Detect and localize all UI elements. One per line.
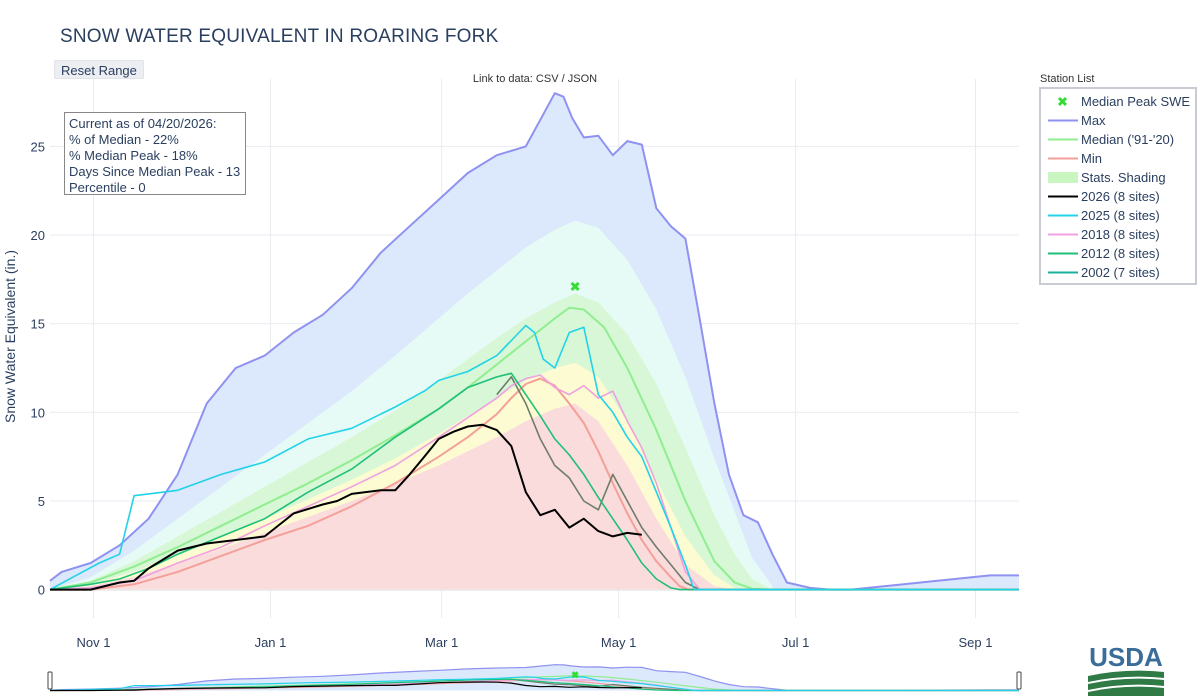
legend-item[interactable]: Stats. Shading <box>1041 168 1195 187</box>
range-slider-right-handle[interactable] <box>1016 671 1022 690</box>
legend-item[interactable]: 2012 (8 sites) <box>1041 244 1195 263</box>
y-tick-label: 25 <box>31 139 45 154</box>
station-list-link[interactable]: Station List <box>1040 73 1095 85</box>
series-line-2026-8-sites <box>50 423 642 591</box>
range-slider-left-handle[interactable] <box>47 671 53 690</box>
marker-stroke <box>570 281 580 292</box>
legend-item[interactable]: 2025 (8 sites) <box>1041 206 1195 225</box>
series-line-2012-8-sites <box>49 372 1019 591</box>
legend-symbol <box>1048 172 1078 183</box>
legend-label: 2018 (8 sites) <box>1081 227 1160 242</box>
link-separator: / <box>561 73 565 85</box>
y-tick-label: 0 <box>38 583 45 598</box>
range-slider-line <box>49 664 1019 692</box>
usda-logo-text: USDA <box>1089 642 1163 672</box>
usda-logo-field-1 <box>1088 670 1164 682</box>
legend-label: Median Peak SWE <box>1081 94 1191 109</box>
median-peak-marker <box>570 281 580 292</box>
legend-symbol <box>1048 157 1078 160</box>
series-line-2002-7-sites <box>496 376 1019 591</box>
x-tick-label: Mar 1 <box>425 635 458 650</box>
series-line-min <box>50 377 1019 591</box>
legend-symbol <box>1048 119 1078 122</box>
marker-stroke <box>571 671 579 679</box>
legend-symbol <box>1048 252 1078 255</box>
series-line-2025-8-sites <box>49 324 1019 591</box>
y-tick-label: 5 <box>38 494 45 509</box>
data-link: Link to data: CSV / JSON <box>0 73 1070 85</box>
legend-label: Max <box>1081 113 1106 128</box>
legend-label: Median ('91-'20) <box>1081 132 1175 147</box>
x-tick-label: Jul 1 <box>782 635 809 650</box>
legend-label: 2012 (8 sites) <box>1081 246 1160 261</box>
series-line-median-91-20 <box>49 306 1019 591</box>
range-slider-line <box>496 678 1019 692</box>
usda-logo-field-2 <box>1088 678 1164 690</box>
data-link-prefix: Link to data: <box>472 73 533 85</box>
status-current-as-of: Current as of 04/20/2026: <box>69 116 217 131</box>
y-axis-title: Snow Water Equivalent (in.) <box>2 250 18 423</box>
y-tick-label: 15 <box>31 317 45 332</box>
legend-item[interactable]: Max <box>1041 111 1195 130</box>
legend-item[interactable]: 2026 (8 sites) <box>1041 187 1195 206</box>
legend-item[interactable]: 2002 (7 sites) <box>1041 263 1195 282</box>
legend-item[interactable]: Min <box>1041 149 1195 168</box>
legend-fill-swatch <box>1048 172 1078 183</box>
y-tick-label: 20 <box>31 228 45 243</box>
status-percent-of-median: % of Median - 22% <box>69 132 179 147</box>
range-slider-peak-marker <box>571 671 579 679</box>
range-slider-line <box>50 681 642 692</box>
current-status-box: Current as of 04/20/2026: % of Median - … <box>64 112 246 195</box>
json-link[interactable]: JSON <box>567 73 598 85</box>
legend-label: 2026 (8 sites) <box>1081 189 1160 204</box>
status-percent-median-peak: % Median Peak - 18% <box>69 148 198 163</box>
legend-symbol <box>1048 214 1078 217</box>
x-tick-label: Jan 1 <box>255 635 287 650</box>
x-tick-label: Sep 1 <box>958 635 992 650</box>
usda-logo-field-3 <box>1088 686 1164 696</box>
legend-symbol <box>1057 96 1068 107</box>
legend-symbol <box>1048 195 1078 198</box>
y-tick-label: 10 <box>31 405 45 420</box>
x-tick-label: Nov 1 <box>77 635 111 650</box>
page-title: SNOW WATER EQUIVALENT IN ROARING FORK <box>60 26 499 47</box>
legend-item[interactable]: 2018 (8 sites) <box>1041 225 1195 244</box>
legend-label: 2002 (7 sites) <box>1081 265 1160 280</box>
legend-symbol <box>1048 138 1078 141</box>
status-days-since-peak: Days Since Median Peak - 13 <box>69 164 241 179</box>
legend-label: Min <box>1081 151 1102 166</box>
p10-shading <box>50 403 773 590</box>
reset-range-button[interactable]: Reset Range <box>54 60 144 79</box>
legend-label: Stats. Shading <box>1081 170 1166 185</box>
series-line-max <box>49 92 1019 591</box>
legend-symbol <box>1048 233 1078 236</box>
legend-item[interactable]: Median Peak SWE <box>1041 92 1195 111</box>
csv-link[interactable]: CSV <box>535 73 559 85</box>
marker-stroke <box>1057 96 1068 107</box>
x-tick-label: May 1 <box>601 635 636 650</box>
legend-item[interactable]: Median ('91-'20) <box>1041 130 1195 149</box>
range-slider-line <box>49 676 1019 692</box>
legend-symbol <box>1048 271 1078 274</box>
status-percentile: Percentile - 0 <box>69 180 146 195</box>
chart-legend: Median Peak SWE Max Median ('91-'20) Min Sta… <box>1039 87 1197 285</box>
usda-logo: USDA <box>1088 642 1164 696</box>
legend-label: 2025 (8 sites) <box>1081 208 1160 223</box>
